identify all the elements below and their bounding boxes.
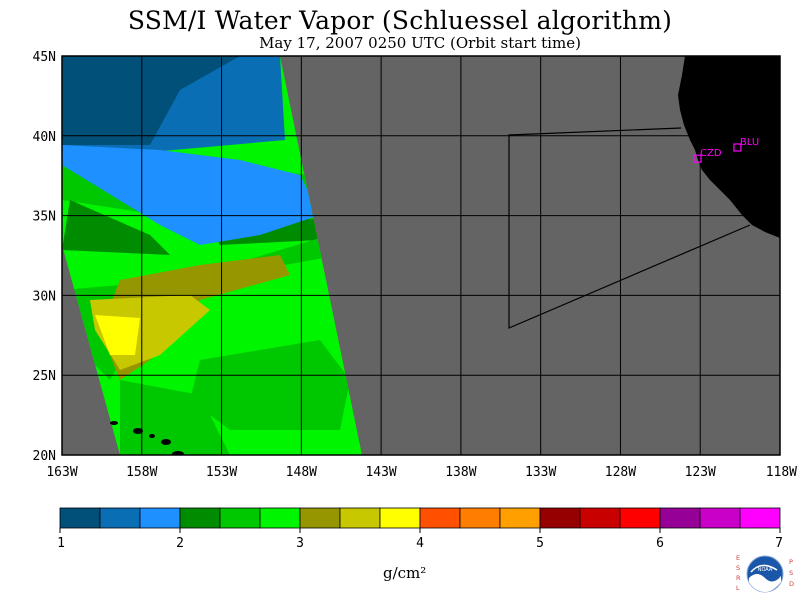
colorbar-swatch <box>139 507 181 529</box>
colorbar <box>59 507 781 529</box>
svg-text:NOAA: NOAA <box>758 567 773 573</box>
colorbar-swatch <box>419 507 461 529</box>
colorbar-swatch <box>459 507 501 529</box>
map-title: SSM/I Water Vapor (Schluessel algorithm) <box>127 6 673 35</box>
colorbar-swatch <box>619 507 661 529</box>
station-label: BLU <box>740 137 759 148</box>
lat-label: 40N <box>33 130 56 145</box>
lon-label: 128W <box>605 465 636 480</box>
map-subtitle: May 17, 2007 0250 UTC (Orbit start time) <box>259 34 581 52</box>
colorbar-swatch <box>499 507 541 529</box>
station-label: CZD <box>700 148 722 159</box>
colorbar-swatch <box>339 507 381 529</box>
lon-label: 118W <box>766 465 797 480</box>
lat-label: 20N <box>33 449 56 464</box>
colorbar-tick-label: 2 <box>176 536 184 551</box>
lon-label: 148W <box>286 465 317 480</box>
colorbar-swatch <box>99 507 141 529</box>
lat-label: 45N <box>33 50 56 65</box>
station-marker <box>733 143 742 152</box>
colorbar-tick-label: 4 <box>416 536 424 551</box>
lon-label: 138W <box>445 465 476 480</box>
lat-label: 35N <box>33 210 56 225</box>
land-mass <box>678 56 780 238</box>
logo-esrl-r: R <box>736 574 741 582</box>
lon-label: 158W <box>126 465 157 480</box>
lon-label: 143W <box>365 465 396 480</box>
lon-label: 163W <box>46 465 77 480</box>
colorbar-tick-label: 7 <box>775 536 783 551</box>
colorbar-swatch <box>659 507 701 529</box>
colorbar-tick-label: 1 <box>57 536 65 551</box>
colorbar-swatch <box>699 507 741 529</box>
colorbar-swatch <box>259 507 301 529</box>
logo-esrl-s: S <box>736 564 740 572</box>
hawaiian-islands <box>110 421 184 455</box>
logo-esrl-l: L <box>736 584 740 592</box>
lat-lon-grid <box>62 56 780 455</box>
colorbar-swatch <box>579 507 621 529</box>
colorbar-tick-label: 6 <box>656 536 664 551</box>
lat-label: 30N <box>33 289 56 304</box>
colorbar-swatch <box>539 507 581 529</box>
lon-label: 153W <box>206 465 237 480</box>
logo-psd-p: P <box>789 558 793 566</box>
colorbar-swatch <box>299 507 341 529</box>
logo-psd-s: S <box>789 569 793 577</box>
colorbar-units: g/cm² <box>383 564 427 582</box>
logo-esrl-e: E <box>736 554 740 562</box>
noaa-esrl-psd-logo: E S R L P S D NOAA <box>736 554 794 593</box>
lat-label: 25N <box>33 369 56 384</box>
colorbar-tick-label: 3 <box>296 536 304 551</box>
lon-label: 123W <box>685 465 716 480</box>
station-marker <box>693 154 702 163</box>
colorbar-tick-label: 5 <box>536 536 544 551</box>
logo-psd-d: D <box>789 580 794 588</box>
map-frame <box>61 55 781 456</box>
colorbar-swatch <box>179 507 221 529</box>
colorbar-swatch <box>59 507 101 529</box>
colorbar-swatch <box>379 507 421 529</box>
colorbar-swatch <box>219 507 261 529</box>
analysis-region-outline <box>508 127 751 329</box>
lon-label: 133W <box>525 465 556 480</box>
colorbar-swatch <box>739 507 781 529</box>
